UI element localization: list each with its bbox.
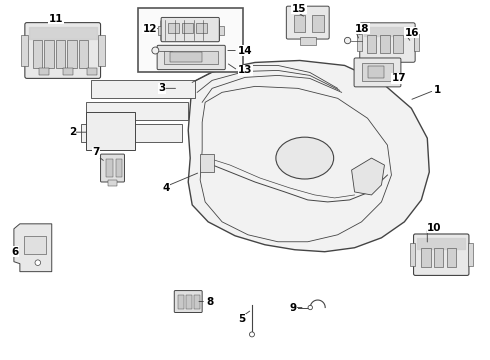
Bar bbox=[138, 8, 243, 72]
Bar bbox=[367, 35, 376, 54]
Text: 1: 1 bbox=[434, 85, 441, 95]
Circle shape bbox=[344, 37, 351, 44]
Text: 15: 15 bbox=[292, 4, 306, 14]
Bar bbox=[300, 37, 316, 45]
Text: 10: 10 bbox=[427, 223, 442, 233]
Text: 14: 14 bbox=[238, 45, 253, 55]
Bar bbox=[107, 180, 118, 186]
Bar bbox=[33, 40, 42, 68]
Bar bbox=[434, 248, 443, 267]
Bar bbox=[313, 15, 323, 32]
Bar bbox=[39, 68, 49, 75]
Bar bbox=[171, 53, 202, 62]
Circle shape bbox=[308, 305, 313, 310]
Text: 17: 17 bbox=[392, 73, 406, 84]
Bar bbox=[164, 50, 218, 64]
Bar bbox=[24, 236, 46, 254]
Bar bbox=[380, 35, 390, 54]
Polygon shape bbox=[188, 60, 429, 252]
FancyBboxPatch shape bbox=[414, 234, 469, 275]
Text: 5: 5 bbox=[238, 314, 245, 324]
FancyBboxPatch shape bbox=[100, 154, 124, 182]
Text: 18: 18 bbox=[355, 24, 369, 33]
Circle shape bbox=[249, 332, 254, 337]
Bar bbox=[415, 33, 419, 51]
Bar bbox=[410, 243, 416, 266]
Bar bbox=[446, 248, 456, 267]
Circle shape bbox=[35, 260, 41, 265]
Bar bbox=[116, 159, 122, 177]
FancyBboxPatch shape bbox=[354, 58, 401, 87]
Bar bbox=[182, 23, 193, 32]
Polygon shape bbox=[91, 80, 195, 98]
Bar bbox=[467, 243, 473, 266]
Circle shape bbox=[152, 47, 159, 54]
Bar bbox=[98, 35, 104, 66]
Text: 6: 6 bbox=[11, 247, 18, 257]
Bar bbox=[294, 15, 305, 32]
Bar bbox=[63, 68, 73, 75]
Bar bbox=[79, 40, 88, 68]
Bar bbox=[368, 67, 384, 78]
Bar bbox=[86, 112, 135, 150]
Bar bbox=[362, 63, 393, 81]
Text: 16: 16 bbox=[404, 28, 419, 37]
FancyBboxPatch shape bbox=[157, 45, 225, 69]
Bar bbox=[45, 40, 53, 68]
Bar bbox=[357, 33, 362, 51]
Bar bbox=[200, 154, 214, 172]
Text: 2: 2 bbox=[69, 127, 76, 137]
FancyBboxPatch shape bbox=[161, 17, 220, 42]
FancyBboxPatch shape bbox=[360, 23, 415, 62]
Bar bbox=[105, 159, 113, 177]
Bar bbox=[393, 35, 403, 54]
Bar bbox=[186, 294, 192, 309]
FancyBboxPatch shape bbox=[286, 6, 329, 39]
Bar bbox=[158, 26, 163, 35]
FancyBboxPatch shape bbox=[174, 291, 202, 312]
Ellipse shape bbox=[276, 137, 334, 179]
Bar bbox=[21, 35, 28, 66]
Text: 4: 4 bbox=[162, 183, 170, 193]
FancyBboxPatch shape bbox=[161, 20, 220, 41]
Bar bbox=[168, 23, 178, 32]
Text: 12: 12 bbox=[143, 24, 157, 33]
Bar bbox=[87, 68, 97, 75]
Text: 11: 11 bbox=[49, 14, 63, 24]
Polygon shape bbox=[86, 102, 188, 120]
Bar bbox=[178, 294, 184, 309]
Text: 13: 13 bbox=[238, 66, 252, 76]
Bar bbox=[68, 40, 77, 68]
FancyBboxPatch shape bbox=[25, 23, 100, 78]
Bar bbox=[421, 248, 431, 267]
Text: 9: 9 bbox=[290, 302, 297, 312]
Polygon shape bbox=[14, 224, 52, 272]
Bar bbox=[219, 26, 223, 35]
Polygon shape bbox=[81, 124, 182, 142]
Bar bbox=[56, 40, 65, 68]
Text: 8: 8 bbox=[206, 297, 214, 306]
Bar bbox=[194, 294, 200, 309]
Bar bbox=[196, 23, 207, 32]
Text: 7: 7 bbox=[93, 147, 100, 157]
Text: 3: 3 bbox=[158, 84, 166, 93]
Polygon shape bbox=[352, 158, 385, 195]
